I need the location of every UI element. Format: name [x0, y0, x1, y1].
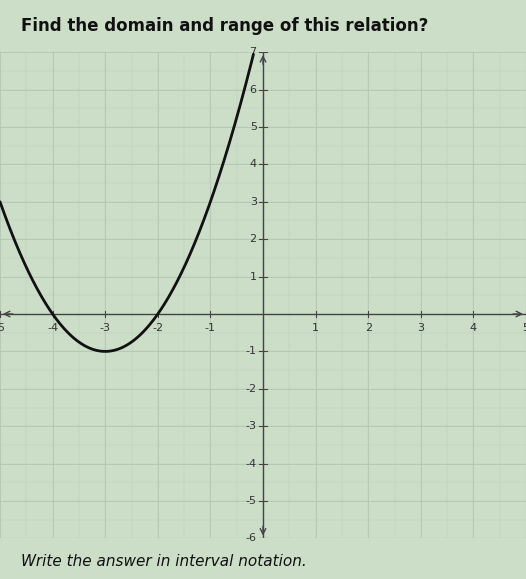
Text: -1: -1 [246, 346, 257, 357]
Text: 6: 6 [250, 85, 257, 94]
Text: 4: 4 [249, 159, 257, 169]
Text: 7: 7 [249, 47, 257, 57]
Text: 2: 2 [365, 323, 372, 334]
Text: 1: 1 [312, 323, 319, 334]
Text: -3: -3 [246, 422, 257, 431]
Text: -4: -4 [47, 323, 58, 334]
Text: -3: -3 [100, 323, 110, 334]
Text: -2: -2 [246, 384, 257, 394]
Text: Write the answer in interval notation.: Write the answer in interval notation. [21, 554, 307, 569]
Text: -1: -1 [205, 323, 216, 334]
Text: 5: 5 [250, 122, 257, 132]
Text: 4: 4 [470, 323, 477, 334]
Text: -5: -5 [0, 323, 5, 334]
Text: Find the domain and range of this relation?: Find the domain and range of this relati… [21, 17, 428, 35]
Text: 3: 3 [250, 197, 257, 207]
Text: 3: 3 [417, 323, 424, 334]
Text: 5: 5 [522, 323, 526, 334]
Text: 2: 2 [249, 234, 257, 244]
Text: 1: 1 [250, 272, 257, 281]
Text: -5: -5 [246, 496, 257, 506]
Text: -2: -2 [152, 323, 164, 334]
Text: -6: -6 [246, 533, 257, 544]
Text: -4: -4 [246, 459, 257, 468]
